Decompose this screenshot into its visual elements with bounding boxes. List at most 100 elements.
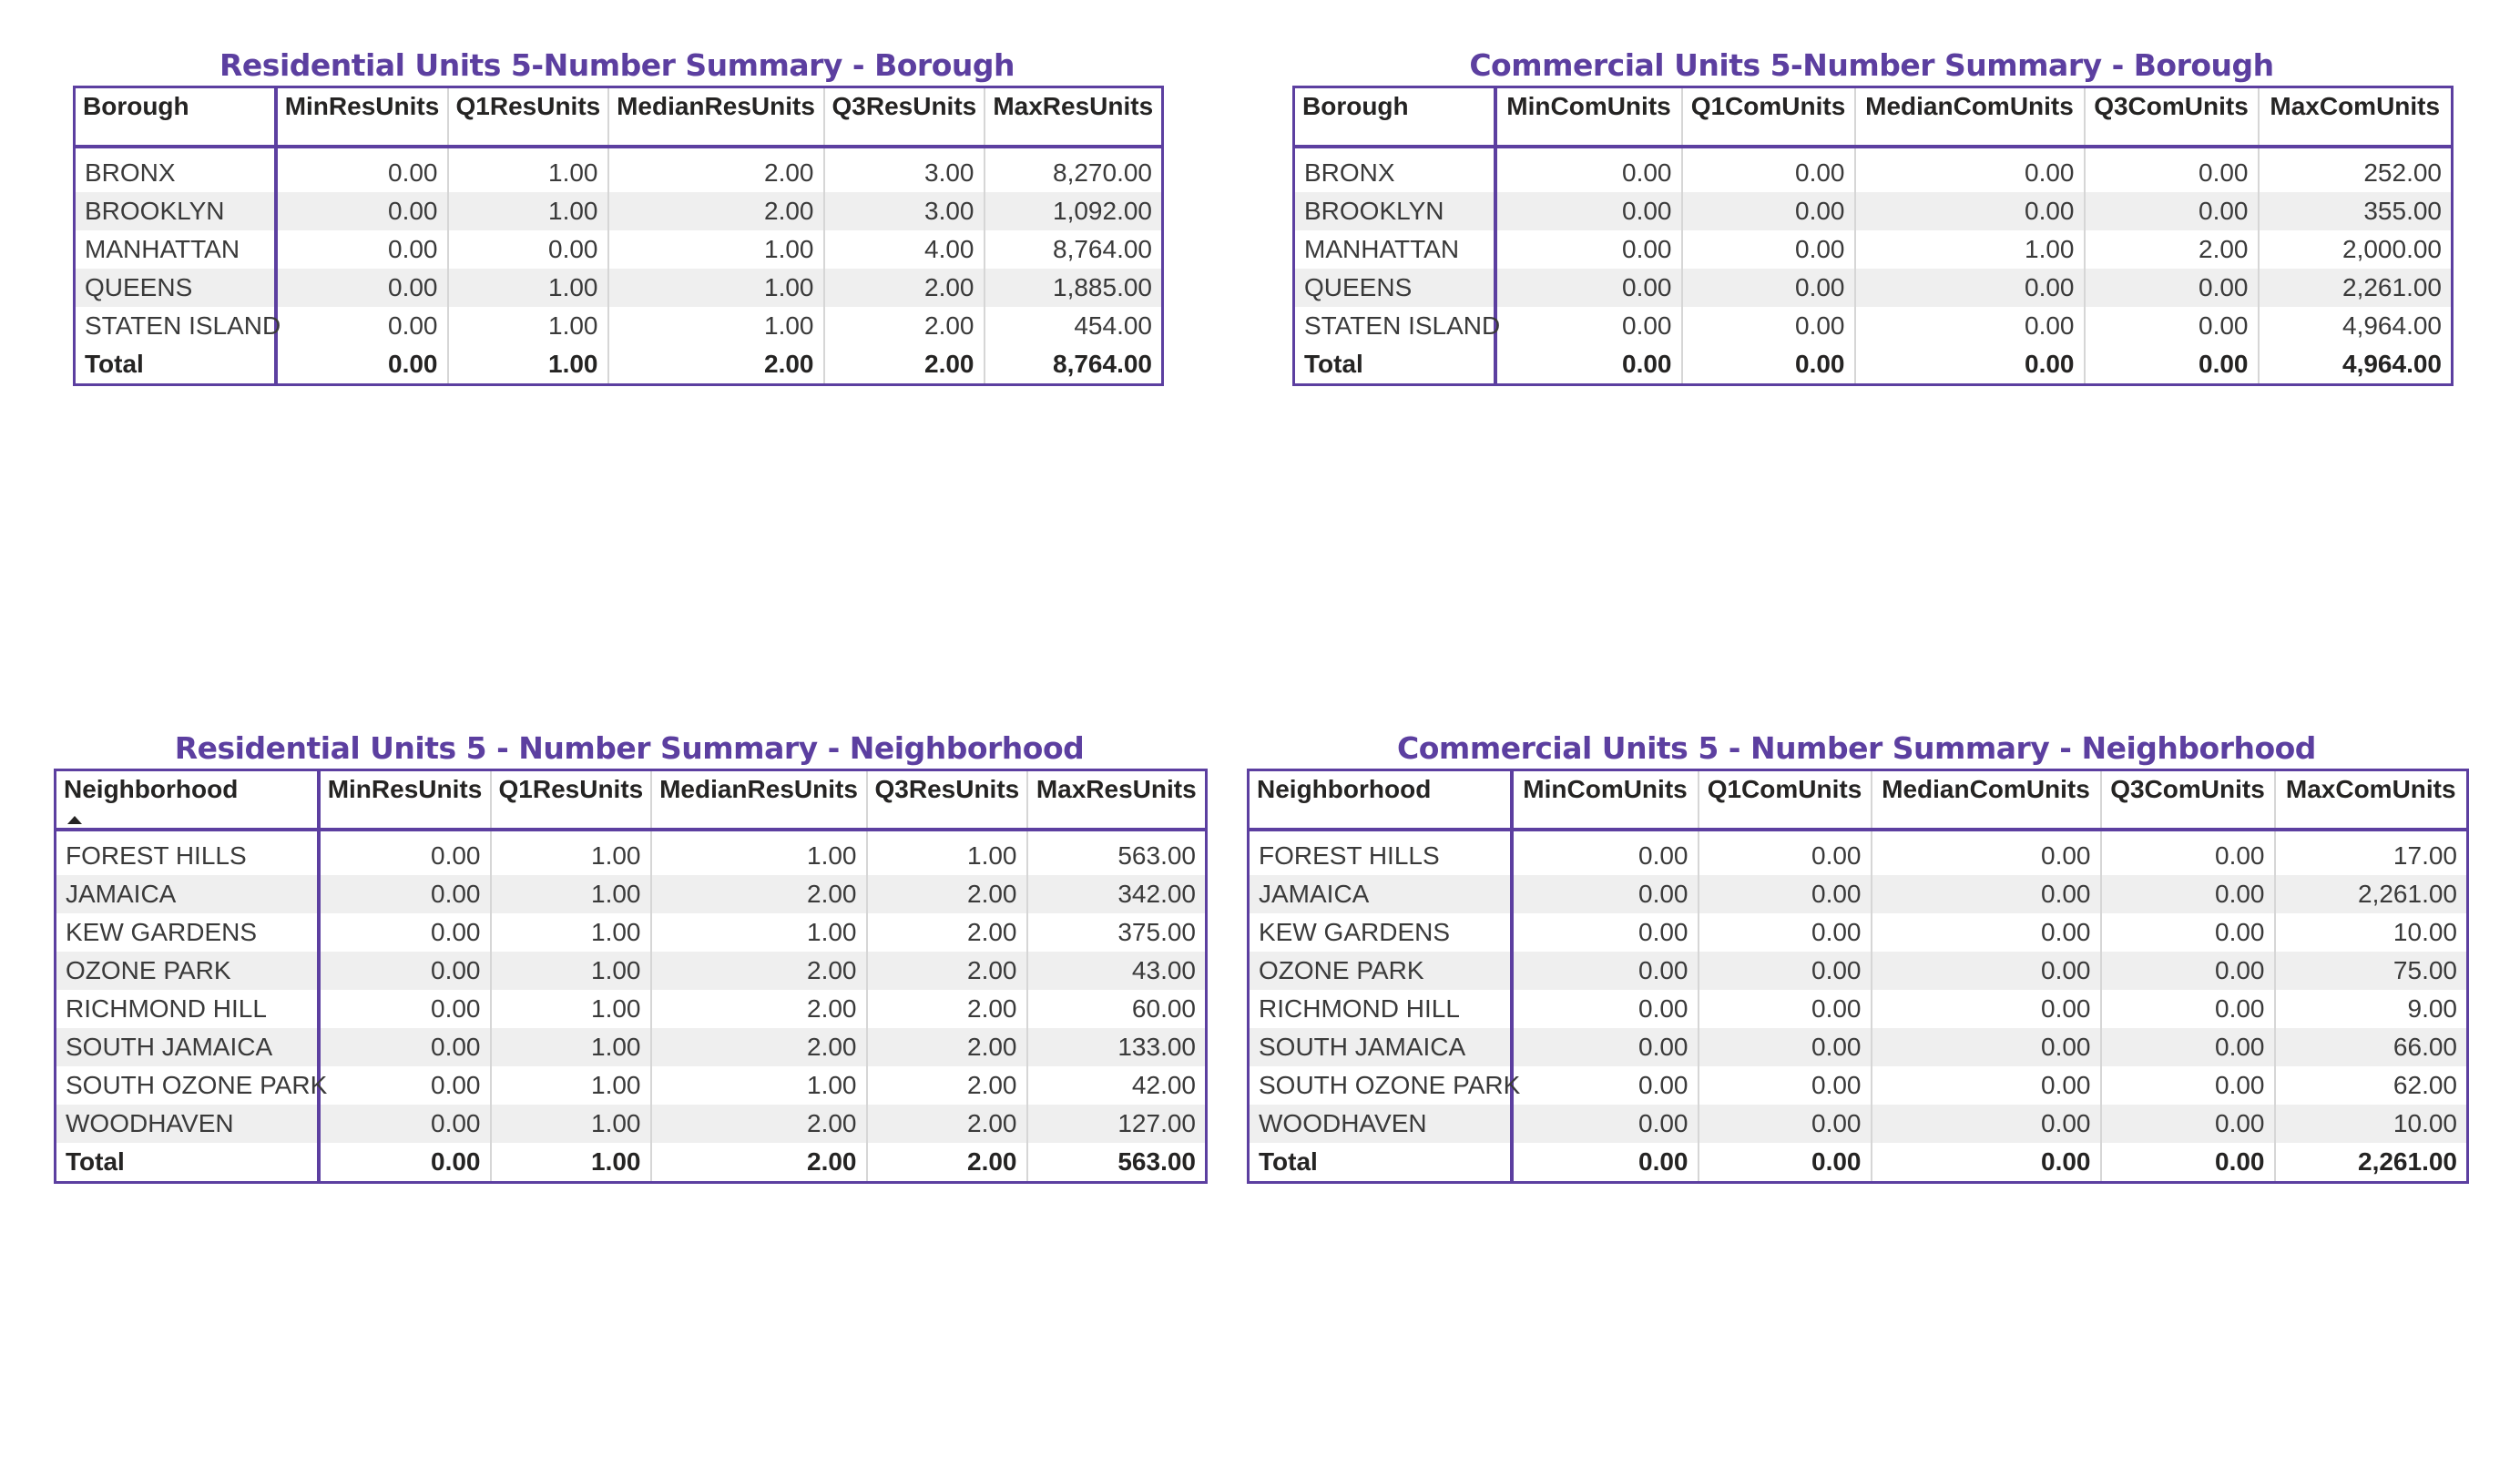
- column-header[interactable]: Q3ComUnits: [2099, 769, 2275, 831]
- total-label-cell: Total: [1248, 1143, 1514, 1183]
- column-header[interactable]: MinComUnits: [1494, 87, 1682, 148]
- table-row[interactable]: MANHATTAN 0.00 0.00 1.00 2.00 2,000.00: [1293, 230, 2453, 269]
- table-row[interactable]: SOUTH OZONE PARK 0.00 1.00 1.00 2.00 42.00: [55, 1066, 1207, 1105]
- column-header[interactable]: Q1ResUnits: [446, 87, 608, 148]
- value-cell: 2.00: [649, 952, 867, 990]
- table-row[interactable]: BRONX 0.00 1.00 2.00 3.00 8,270.00: [74, 147, 1163, 192]
- column-header[interactable]: Q1ComUnits: [1697, 769, 1872, 831]
- value-cell: 0.00: [2083, 307, 2259, 345]
- value-cell: 0.00: [2099, 1028, 2275, 1066]
- table-row[interactable]: BRONX 0.00 0.00 0.00 0.00 252.00: [1293, 147, 2453, 192]
- table-row[interactable]: BROOKLYN 0.00 1.00 2.00 3.00 1,092.00: [74, 192, 1163, 230]
- column-header-dimension[interactable]: Neighborhood: [55, 769, 321, 831]
- table-row[interactable]: OZONE PARK 0.00 1.00 2.00 2.00 43.00: [55, 952, 1207, 990]
- value-cell: 2.00: [865, 1066, 1027, 1105]
- row-header-cell: OZONE PARK: [55, 952, 321, 990]
- column-header[interactable]: MaxComUnits: [2273, 769, 2468, 831]
- row-header-cell: QUEENS: [74, 269, 278, 307]
- column-header[interactable]: Q3ComUnits: [2083, 87, 2259, 148]
- column-header-dimension[interactable]: Borough: [74, 87, 278, 148]
- total-value-cell: 0.00: [1853, 345, 2085, 385]
- column-header[interactable]: Q3ResUnits: [822, 87, 985, 148]
- value-cell: 2.00: [649, 990, 867, 1028]
- table-row[interactable]: MANHATTAN 0.00 0.00 1.00 4.00 8,764.00: [74, 230, 1163, 269]
- column-header[interactable]: Q1ComUnits: [1680, 87, 1855, 148]
- total-value-cell: 2.00: [607, 345, 824, 385]
- table-row[interactable]: JAMAICA 0.00 0.00 0.00 0.00 2,261.00: [1248, 875, 2468, 913]
- table-row[interactable]: WOODHAVEN 0.00 1.00 2.00 2.00 127.00: [55, 1105, 1207, 1143]
- column-header[interactable]: MinResUnits: [317, 769, 491, 831]
- total-value-cell: 2.00: [649, 1143, 867, 1183]
- table-row[interactable]: JAMAICA 0.00 1.00 2.00 2.00 342.00: [55, 875, 1207, 913]
- row-header-cell: KEW GARDENS: [1248, 913, 1514, 952]
- total-value-cell: 2.00: [822, 345, 985, 385]
- table-row[interactable]: KEW GARDENS 0.00 1.00 1.00 2.00 375.00: [55, 913, 1207, 952]
- value-cell: 0.00: [1697, 1066, 1872, 1105]
- column-header[interactable]: Q1ResUnits: [489, 769, 651, 831]
- value-cell: 2.00: [865, 952, 1027, 990]
- column-header-dimension[interactable]: Borough: [1293, 87, 1497, 148]
- value-cell: 342.00: [1025, 875, 1207, 913]
- table-row[interactable]: QUEENS 0.00 1.00 1.00 2.00 1,885.00: [74, 269, 1163, 307]
- table-row[interactable]: FOREST HILLS 0.00 1.00 1.00 1.00 563.00: [55, 830, 1207, 875]
- table-row[interactable]: OZONE PARK 0.00 0.00 0.00 0.00 75.00: [1248, 952, 2468, 990]
- value-cell: 0.00: [1870, 1105, 2101, 1143]
- table-row[interactable]: KEW GARDENS 0.00 0.00 0.00 0.00 10.00: [1248, 913, 2468, 952]
- value-cell: 0.00: [1853, 269, 2085, 307]
- header-row: Borough MinResUnits Q1ResUnits MedianResUni…: [74, 87, 1163, 148]
- total-value-cell: 0.00: [1494, 345, 1682, 385]
- row-header-cell: BROOKLYN: [74, 192, 278, 230]
- column-header[interactable]: MinComUnits: [1510, 769, 1699, 831]
- value-cell: 2.00: [865, 1028, 1027, 1066]
- table-row[interactable]: STATEN ISLAND 0.00 0.00 0.00 0.00 4,964.00: [1293, 307, 2453, 345]
- table-row[interactable]: RICHMOND HILL 0.00 0.00 0.00 0.00 9.00: [1248, 990, 2468, 1028]
- value-cell: 1.00: [446, 147, 608, 192]
- table-row[interactable]: RICHMOND HILL 0.00 1.00 2.00 2.00 60.00: [55, 990, 1207, 1028]
- row-header-cell: RICHMOND HILL: [1248, 990, 1514, 1028]
- value-cell: 0.00: [446, 230, 608, 269]
- value-cell: 0.00: [1697, 830, 1872, 875]
- value-cell: 0.00: [1494, 230, 1682, 269]
- column-header[interactable]: MedianResUnits: [649, 769, 867, 831]
- value-cell: 355.00: [2257, 192, 2453, 230]
- value-cell: 4,964.00: [2257, 307, 2453, 345]
- total-value-cell: 0.00: [1697, 1143, 1872, 1183]
- sort-ascending-icon[interactable]: [67, 816, 82, 824]
- table-row[interactable]: BROOKLYN 0.00 0.00 0.00 0.00 355.00: [1293, 192, 2453, 230]
- table-title: Commercial Units 5 - Number Summary - Ne…: [1397, 730, 2316, 766]
- header-row: Neighborhood MinComUnits Q1ComUnits MedianC…: [1248, 769, 2468, 831]
- value-cell: 2.00: [607, 147, 824, 192]
- column-header[interactable]: MaxResUnits: [983, 87, 1163, 148]
- value-cell: 2.00: [2083, 230, 2259, 269]
- column-header[interactable]: MedianResUnits: [607, 87, 824, 148]
- value-cell: 0.00: [1870, 1028, 2101, 1066]
- column-header-dimension[interactable]: Neighborhood: [1248, 769, 1514, 831]
- table-row[interactable]: SOUTH JAMAICA 0.00 0.00 0.00 0.00 66.00: [1248, 1028, 2468, 1066]
- row-header-cell: JAMAICA: [1248, 875, 1514, 913]
- column-header[interactable]: Q3ResUnits: [865, 769, 1027, 831]
- table-row[interactable]: STATEN ISLAND 0.00 1.00 1.00 2.00 454.00: [74, 307, 1163, 345]
- table-row[interactable]: WOODHAVEN 0.00 0.00 0.00 0.00 10.00: [1248, 1105, 2468, 1143]
- column-header[interactable]: MedianComUnits: [1853, 87, 2085, 148]
- summary-table: Borough MinComUnits Q1ComUnits MedianComUni…: [1292, 86, 2454, 386]
- table-row[interactable]: QUEENS 0.00 0.00 0.00 0.00 2,261.00: [1293, 269, 2453, 307]
- value-cell: 3.00: [822, 192, 985, 230]
- value-cell: 1.00: [489, 1066, 651, 1105]
- table-row[interactable]: FOREST HILLS 0.00 0.00 0.00 0.00 17.00: [1248, 830, 2468, 875]
- row-header-cell: KEW GARDENS: [55, 913, 321, 952]
- column-header[interactable]: MaxComUnits: [2257, 87, 2453, 148]
- column-header[interactable]: MaxResUnits: [1025, 769, 1207, 831]
- row-header-cell: FOREST HILLS: [55, 830, 321, 875]
- column-header[interactable]: MedianComUnits: [1870, 769, 2101, 831]
- value-cell: 2.00: [822, 307, 985, 345]
- value-cell: 8,270.00: [983, 147, 1163, 192]
- value-cell: 0.00: [1680, 230, 1855, 269]
- value-cell: 0.00: [1697, 913, 1872, 952]
- value-cell: 0.00: [2083, 147, 2259, 192]
- column-header[interactable]: MinResUnits: [274, 87, 448, 148]
- value-cell: 2,000.00: [2257, 230, 2453, 269]
- value-cell: 0.00: [1510, 990, 1699, 1028]
- table-row[interactable]: SOUTH JAMAICA 0.00 1.00 2.00 2.00 133.00: [55, 1028, 1207, 1066]
- table-row[interactable]: SOUTH OZONE PARK 0.00 0.00 0.00 0.00 62.00: [1248, 1066, 2468, 1105]
- value-cell: 1.00: [649, 1066, 867, 1105]
